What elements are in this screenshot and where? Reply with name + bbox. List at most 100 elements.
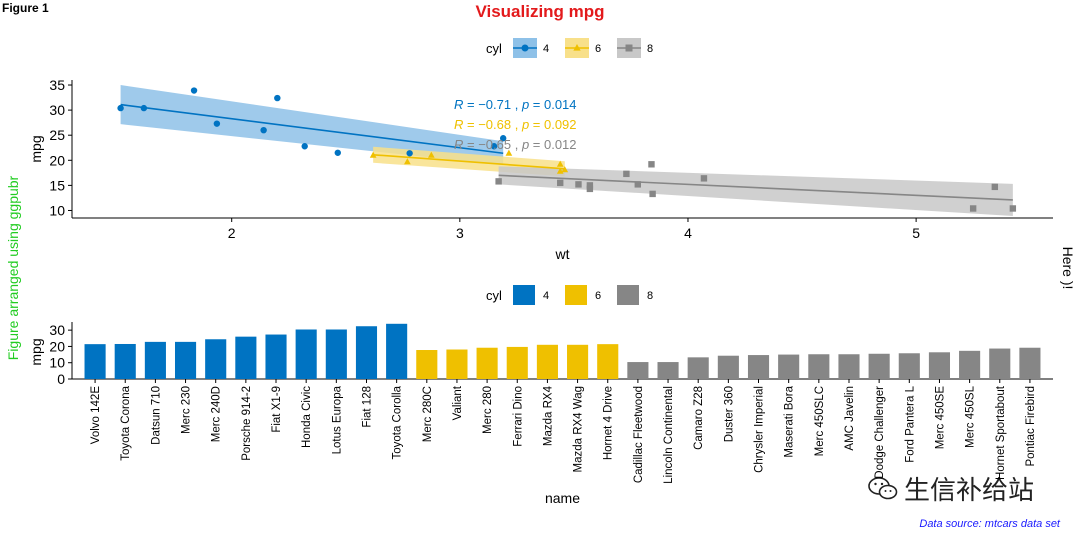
point-cyl-6 [556, 160, 564, 167]
bar-2 [114, 343, 136, 379]
scatter-legend-marker-8 [625, 44, 633, 52]
point-cyl-4 [117, 104, 124, 112]
point-cyl-8 [700, 175, 708, 182]
bar-21 [687, 357, 709, 379]
point-cyl-8 [575, 181, 582, 188]
bar-19 [627, 362, 649, 379]
bar-legend-key-8 [617, 285, 639, 305]
bar-category-label: AMC Javelin [844, 386, 856, 451]
point-cyl-8 [586, 182, 594, 189]
point-cyl-6 [427, 151, 435, 158]
bar-16 [536, 344, 558, 379]
point-cyl-4 [260, 126, 267, 134]
bar-category-label: Maserati Bora [784, 385, 796, 457]
bar-legend-key-6 [565, 285, 587, 305]
bar-category-label: Mazda RX4 Wag [573, 386, 585, 473]
bar-30 [959, 350, 981, 379]
bar-5 [205, 339, 227, 379]
bar-category-label: Hornet 4 Drive [603, 386, 615, 460]
point-cyl-8 [623, 170, 630, 178]
bar-6 [235, 336, 257, 379]
point-cyl-8 [634, 181, 641, 188]
point-cyl-4 [334, 149, 341, 156]
point-cyl-8 [557, 179, 564, 187]
bar-7 [265, 334, 287, 379]
bar-14 [476, 347, 498, 379]
bar-10 [355, 326, 378, 379]
bar-x-axis-label: name [545, 490, 580, 506]
bar-category-label: Porsche 914-2 [241, 386, 253, 461]
bar-22 [717, 355, 739, 379]
bar-category-label: Duster 360 [723, 386, 735, 442]
scatter-x-tick-label: 4 [684, 225, 692, 241]
point-cyl-8 [586, 185, 594, 193]
regression-line-cyl-6 [373, 153, 565, 170]
bar-category-label: Dodge Challenger [874, 386, 886, 479]
point-cyl-4 [190, 87, 198, 94]
bar-23 [747, 355, 770, 379]
scatter-y-tick-label: 20 [49, 152, 65, 168]
point-cyl-8 [495, 178, 502, 185]
scatter-legend-marker-4 [521, 44, 529, 52]
scatter-y-tick-label: 10 [49, 202, 65, 218]
bar-category-label: Fiat X1-9 [271, 386, 283, 433]
bar-24 [778, 354, 800, 379]
chart-title: Visualizing mpg [475, 2, 605, 21]
point-cyl-4 [499, 135, 507, 142]
scatter-x-axis-label: wt [555, 246, 570, 262]
bar-category-label: Merc 450SL [965, 385, 977, 448]
bar-y-axis-label: mpg [28, 338, 44, 365]
bar-category-label: Lotus Europa [331, 385, 343, 454]
bar-legend-label-4: 4 [543, 290, 549, 302]
bar-20 [657, 362, 679, 379]
bar-y-tick-label: 30 [49, 322, 65, 338]
bar-legend-title: cyl [486, 288, 502, 303]
data-source-caption: Data source: mtcars data set [919, 518, 1060, 530]
bar-category-label: Merc 230 [181, 386, 193, 434]
point-cyl-6 [404, 158, 411, 165]
bar-31 [989, 348, 1011, 379]
bar-29 [928, 352, 951, 379]
bar-category-label: Lincoln Continental [663, 386, 675, 484]
bar-3 [144, 341, 166, 379]
bar-category-label: Camaro Z28 [693, 386, 705, 450]
watermark: 生信补给站 [868, 470, 1034, 507]
bar-category-label: Cadillac Fleetwood [633, 386, 645, 483]
bar-26 [838, 354, 860, 379]
bar-category-label: Fiat 128 [361, 386, 373, 428]
bar-9 [325, 329, 347, 379]
bar-12 [416, 350, 438, 379]
bar-category-label: Mazda RX4 [542, 385, 554, 446]
bar-category-label: Merc 280 [482, 386, 494, 434]
bar-category-label: Ford Pantera L [904, 385, 916, 462]
scatter-legend-marker-6 [573, 44, 581, 51]
point-cyl-8 [648, 161, 655, 168]
scatter-legend-label-8: 8 [647, 43, 653, 55]
bar-32 [1019, 347, 1041, 379]
point-cyl-8 [1009, 205, 1017, 212]
point-cyl-6 [505, 149, 513, 156]
point-cyl-6 [369, 151, 377, 158]
point-cyl-4 [301, 143, 308, 150]
bar-category-label: Valiant [452, 385, 464, 420]
bar-category-label: Merc 280C [422, 386, 434, 442]
bar-category-label: Datsun 710 [150, 386, 162, 445]
bar-category-label: Honda Civic [301, 386, 313, 448]
point-cyl-4 [274, 94, 281, 102]
scatter-x-tick-label: 2 [228, 225, 236, 241]
correlation-label-cyl-6: R = −0.68 , p = 0.092 [454, 117, 577, 132]
scatter-y-tick-label: 15 [49, 177, 65, 193]
bar-category-label: Merc 240D [211, 386, 223, 442]
scatter-y-axis-label: mpg [28, 135, 44, 162]
scatter-y-tick-label: 35 [49, 77, 65, 93]
point-cyl-4 [140, 104, 148, 112]
bar-category-label: Volvo 142E [90, 386, 102, 445]
bar-category-label: Merc 450SLC [814, 386, 826, 456]
bar-15 [506, 346, 528, 379]
bar-11 [386, 323, 408, 379]
bar-18 [597, 344, 619, 379]
regression-line-cyl-8 [498, 174, 1013, 201]
point-cyl-4 [406, 150, 413, 157]
scatter-x-tick-label: 5 [912, 225, 920, 241]
